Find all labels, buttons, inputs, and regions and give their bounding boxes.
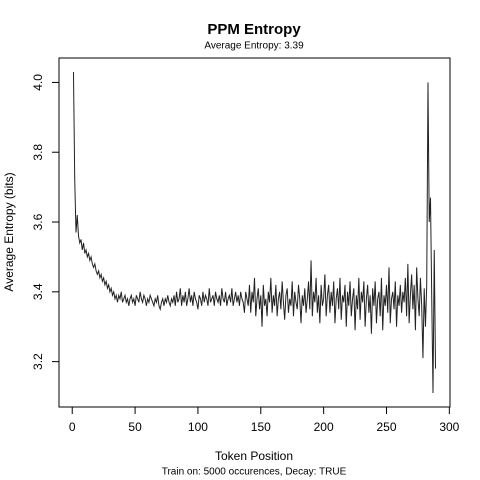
x-tick-label: 50 bbox=[128, 420, 142, 434]
y-axis-label: Average Entropy (bits) bbox=[2, 172, 16, 291]
y-tick-label: 4.0 bbox=[31, 74, 45, 91]
y-tick-label: 3.6 bbox=[31, 213, 45, 230]
x-tick-label: 100 bbox=[188, 420, 208, 434]
caption: Train on: 5000 occurences, Decay: TRUE bbox=[162, 467, 347, 478]
x-tick-label: 250 bbox=[376, 420, 396, 434]
x-tick-label: 200 bbox=[314, 420, 334, 434]
data-line bbox=[72, 71, 437, 394]
y-tick-label: 3.2 bbox=[31, 353, 45, 370]
x-axis-label: Token Position bbox=[215, 449, 293, 463]
x-tick-label: 0 bbox=[69, 420, 76, 434]
chart-subtitle: Average Entropy: 3.39 bbox=[204, 41, 304, 52]
chart-title: PPM Entropy bbox=[207, 21, 301, 38]
plot-frame bbox=[58, 57, 451, 408]
y-tick-label: 3.8 bbox=[31, 144, 45, 161]
x-tick-label: 300 bbox=[439, 420, 459, 434]
x-tick-label: 150 bbox=[251, 420, 271, 434]
y-tick-label: 3.4 bbox=[31, 283, 45, 300]
